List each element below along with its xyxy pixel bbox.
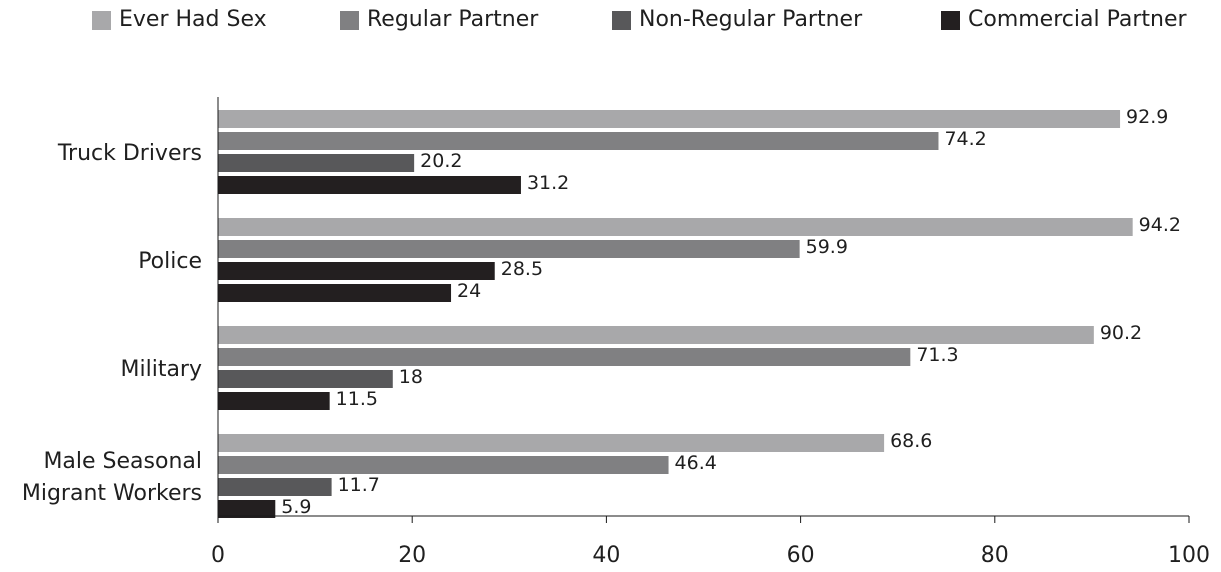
bar xyxy=(218,262,495,280)
x-tick-label: 100 xyxy=(1168,543,1210,568)
value-label: 59.9 xyxy=(806,236,848,258)
x-tick-label: 40 xyxy=(592,543,620,568)
axes-group: 0 20 40 60 80 100 xyxy=(211,97,1210,568)
legend-swatch xyxy=(92,10,111,30)
x-tick-label: 60 xyxy=(787,543,815,568)
value-label: 68.6 xyxy=(890,430,932,452)
x-tick-label: 80 xyxy=(981,543,1009,568)
value-label: 24 xyxy=(457,280,481,302)
value-label: 71.3 xyxy=(916,344,958,366)
bar xyxy=(218,110,1121,128)
category-label: Male Seasonal xyxy=(43,449,202,474)
bar xyxy=(218,240,800,258)
legend-item: Commercial Partner xyxy=(941,4,1187,36)
category-label: Military xyxy=(121,357,203,382)
value-label: 46.4 xyxy=(675,452,717,474)
bar xyxy=(218,132,939,150)
value-label: 11.5 xyxy=(336,388,378,410)
value-label: 11.7 xyxy=(338,474,380,496)
legend-item: Regular Partner xyxy=(340,4,538,36)
legend-item: Non-Regular Partner xyxy=(612,4,862,36)
value-label: 20.2 xyxy=(420,150,462,172)
value-label: 90.2 xyxy=(1100,322,1142,344)
bar xyxy=(218,326,1094,344)
value-labels-group: 92.9 74.2 20.2 31.2 94.2 59.9 28.5 24 90.2 71.3 18… xyxy=(281,106,1181,518)
bar xyxy=(218,370,393,388)
value-label: 28.5 xyxy=(501,258,543,280)
bars-group xyxy=(218,110,1133,518)
value-label: 31.2 xyxy=(527,172,569,194)
value-label: 18 xyxy=(399,366,423,388)
category-label: Migrant Workers xyxy=(22,481,202,506)
bar xyxy=(218,218,1133,236)
value-label: 74.2 xyxy=(944,128,986,150)
category-labels-group: Truck Drivers Police Military Male Seasonal… xyxy=(22,141,202,506)
bar xyxy=(218,284,452,302)
legend-label: Commercial Partner xyxy=(968,7,1187,32)
bar xyxy=(218,500,276,518)
bar xyxy=(218,478,332,496)
bar xyxy=(218,176,521,194)
legend-label: Non-Regular Partner xyxy=(639,7,863,32)
bar xyxy=(218,434,885,452)
category-label: Police xyxy=(138,249,202,274)
bar xyxy=(218,392,330,410)
legend-label: Regular Partner xyxy=(367,7,539,32)
bar xyxy=(218,154,415,172)
x-tick-label: 0 xyxy=(211,543,225,568)
legend-swatch xyxy=(941,10,960,30)
category-label: Truck Drivers xyxy=(57,141,202,166)
bar xyxy=(218,456,669,474)
chart-legend: Ever Had Sex Regular Partner Non-Regular P… xyxy=(0,0,1221,40)
value-label: 94.2 xyxy=(1139,214,1181,236)
value-label: 5.9 xyxy=(281,496,311,518)
legend-swatch xyxy=(612,10,631,30)
legend-item: Ever Had Sex xyxy=(92,4,267,36)
legend-swatch xyxy=(340,10,359,30)
legend-label: Ever Had Sex xyxy=(119,7,267,32)
value-label: 92.9 xyxy=(1126,106,1168,128)
x-tick-label: 20 xyxy=(398,543,426,568)
bar xyxy=(218,348,911,366)
